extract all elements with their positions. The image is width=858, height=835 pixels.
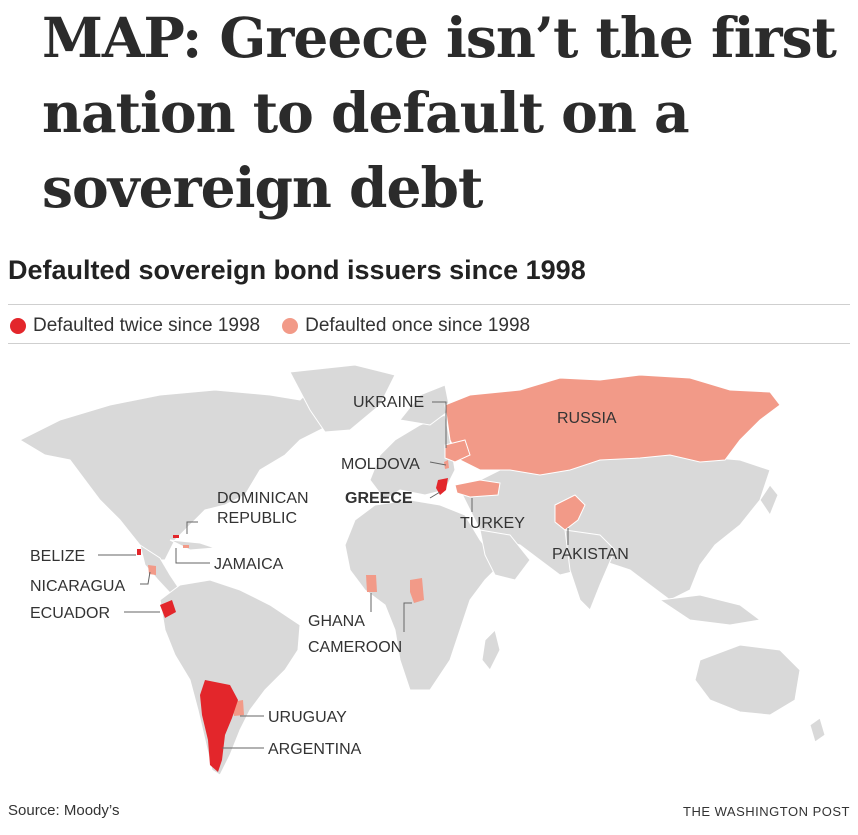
legend-label-twice: Defaulted twice since 1998 [33,315,261,336]
greece-region [436,478,448,495]
greenland-shape [289,364,396,433]
australia-shape [694,644,801,716]
se-asia-shape [658,594,762,626]
label-russia: RUSSIA [557,410,617,427]
caribbean-shape [169,539,216,551]
cameroon-leader [403,602,412,632]
north-america-shape [18,371,381,561]
moldova-leader [429,461,447,466]
jamaica-region [183,545,189,548]
nicaragua-leader [140,571,151,585]
highlighted-countries [137,374,781,772]
ghana-region [366,575,377,592]
label-moldova: MOLDOVA [341,456,420,473]
divider-top [8,304,850,305]
legend: Defaulted twice since 1998 Defaulted onc… [10,313,552,339]
japan-shape [759,484,779,517]
publisher-credit: THE WASHINGTON POST [683,804,850,819]
scandinavia-shape [399,384,451,426]
legend-swatch-twice [10,318,26,334]
label-uruguay: URUGUAY [268,709,347,726]
leader-lines [98,401,569,749]
label-dominican-1: DOMINICAN [217,490,309,507]
india-shape [564,529,616,611]
south-america-shape [159,579,301,776]
belize-region [137,549,141,555]
label-jamaica: JAMAICA [214,556,284,573]
source-note: Source: Moody’s [8,802,120,819]
cameroon-region [410,578,424,603]
dominican-leader [186,521,198,534]
label-turkey: TURKEY [460,515,525,532]
label-argentina: ARGENTINA [268,741,362,758]
map-title: Defaulted sovereign bond issuers since 1… [8,255,586,285]
madagascar-shape [481,629,501,671]
dominican-republic-region [173,535,179,538]
label-ghana: GHANA [308,613,365,630]
base-land [18,364,826,776]
nicaragua-region [148,565,156,575]
label-pakistan: PAKISTAN [552,546,629,563]
pakistan-region [554,494,586,531]
arabia-shape [479,529,531,581]
world-map: UKRAINE RUSSIA MOLDOVA DOMINICAN REPUBLI… [18,364,826,776]
legend-item-twice: Defaulted twice since 1998 [10,315,260,337]
jamaica-leader [175,548,210,564]
label-nicaragua: NICARAGUA [30,578,125,595]
label-cameroon: CAMEROON [308,639,402,656]
label-ukraine: UKRAINE [353,394,424,411]
legend-swatch-once [282,318,299,334]
ukraine-leader [432,401,447,448]
label-ecuador: ECUADOR [30,605,110,622]
new-zealand-shape [809,717,826,743]
label-belize: BELIZE [30,548,85,565]
label-dominican-2: REPUBLIC [217,510,297,527]
label-greece: GREECE [345,490,413,507]
headline: MAP: Greece isn’t the first nation to de… [42,5,837,220]
legend-item-once: Defaulted once since 1998 [282,315,530,337]
ecuador-region [160,600,176,618]
ukraine-region [444,439,471,463]
greece-leader [429,491,441,499]
turkey-region [454,479,501,498]
legend-label-once: Defaulted once since 1998 [305,315,531,336]
argentina-region [200,680,238,772]
russia-region [444,374,781,476]
divider-legend [8,343,850,344]
moldova-region [444,460,449,469]
